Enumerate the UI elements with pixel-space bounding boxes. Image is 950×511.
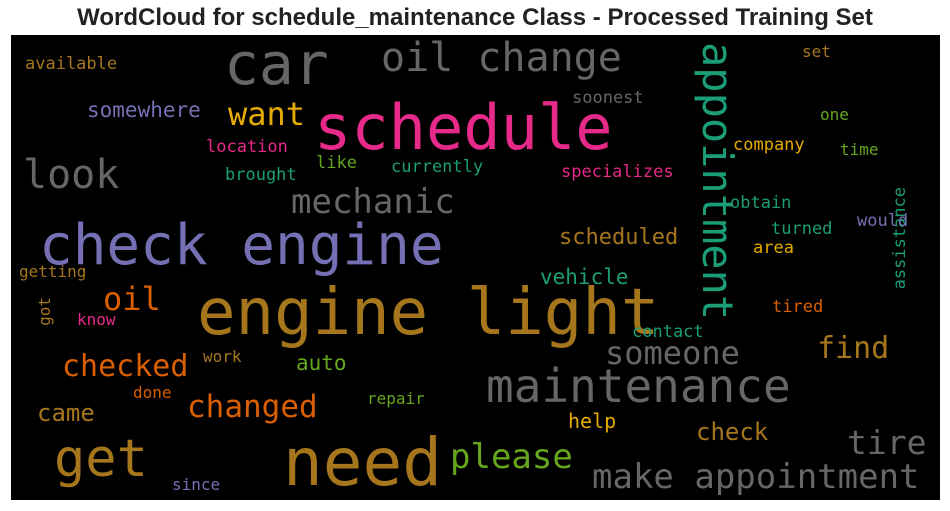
chart-title: WordCloud for schedule_maintenance Class… — [77, 4, 873, 31]
wordcloud-word: available — [25, 54, 118, 74]
wordcloud-word: one — [820, 105, 849, 124]
wordcloud-word: would — [857, 211, 909, 231]
wordcloud-word: tire — [847, 423, 927, 462]
wordcloud-word: work — [203, 347, 242, 366]
wordcloud-word: area — [753, 238, 794, 258]
wordcloud-word: changed — [187, 389, 318, 425]
wordcloud-word: like — [316, 153, 357, 173]
wordcloud-word: schedule — [314, 91, 613, 164]
wordcloud-word: need — [283, 424, 442, 500]
wordcloud-word: got — [35, 297, 54, 326]
wordcloud-word: engine light — [197, 276, 660, 350]
wordcloud-word: soonest — [572, 88, 644, 108]
wordcloud-word: get — [54, 429, 148, 489]
wordcloud-word: look — [23, 152, 120, 198]
wordcloud-word: checked — [62, 349, 189, 384]
wordcloud-word: time — [840, 140, 879, 159]
wordcloud-word: scheduled — [559, 225, 679, 250]
wordcloud-word: car — [224, 35, 329, 98]
wordcloud-word: please — [450, 437, 573, 477]
wordcloud-word: specializes — [561, 162, 674, 182]
wordcloud-word: set — [802, 42, 831, 61]
wordcloud-word: know — [77, 310, 116, 329]
wordcloud-word: location — [206, 137, 288, 157]
wordcloud-word: contact — [632, 322, 704, 342]
wordcloud-word: done — [133, 383, 172, 402]
wordcloud-word: vehicle — [540, 265, 629, 289]
wordcloud-word: maintenance — [486, 359, 791, 413]
wordcloud-word: getting — [19, 262, 87, 281]
wordcloud-word: check — [696, 418, 769, 446]
wordcloud-word: make appointment — [592, 457, 920, 497]
wordcloud-word: oil change — [381, 35, 622, 81]
wordcloud-word: repair — [367, 389, 425, 408]
wordcloud-word: auto — [296, 351, 347, 375]
wordcloud-word: since — [172, 475, 221, 494]
wordcloud-word: appointment — [693, 42, 742, 321]
wordcloud-word: assistance — [890, 187, 910, 290]
wordcloud-word: oil — [103, 280, 161, 318]
wordcloud-word: turned — [771, 219, 833, 239]
wordcloud-word: tired — [772, 297, 824, 317]
wordcloud-word: came — [37, 399, 95, 427]
wordcloud-word: want — [228, 95, 306, 133]
wordcloud-word: check engine — [39, 213, 444, 278]
wordcloud-word: help — [568, 409, 617, 433]
wordcloud-word: someone — [605, 334, 740, 372]
wordcloud-word: somewhere — [87, 98, 201, 122]
wordcloud-word: brought — [225, 165, 297, 185]
wordcloud-word: obtain — [730, 193, 792, 213]
wordcloud-word: currently — [391, 157, 484, 177]
wordcloud-word: mechanic — [291, 182, 455, 222]
word-cloud: schedule engine light check engine need car g… — [11, 35, 940, 500]
wordcloud-word: company — [733, 135, 805, 155]
wordcloud-word: find — [817, 331, 890, 366]
